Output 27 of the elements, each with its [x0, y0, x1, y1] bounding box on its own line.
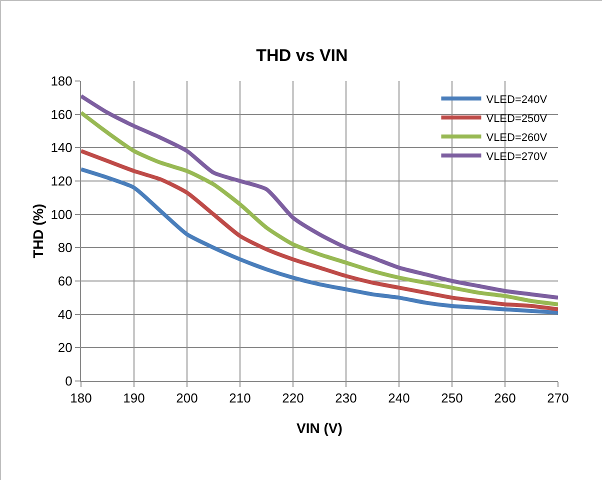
y-tick-label: 140: [50, 140, 72, 156]
legend-label: VLED=270V: [486, 150, 548, 163]
y-tick-label: 60: [58, 274, 72, 289]
x-tick-label: 210: [229, 390, 251, 406]
y-tick-label: 180: [50, 74, 72, 89]
x-tick-label: 240: [388, 390, 410, 406]
legend-label: VLED=250V: [486, 112, 548, 125]
x-tick-label: 230: [335, 390, 357, 406]
y-tick-label: 0: [65, 374, 72, 389]
y-tick-label: 80: [58, 240, 72, 256]
x-tick-label: 260: [494, 390, 516, 406]
y-axis-title: THD (%): [30, 204, 46, 258]
y-tick-label: 160: [50, 106, 72, 122]
chart-title: THD vs VIN: [256, 46, 348, 65]
x-tick-label: 220: [282, 390, 304, 406]
y-tick-label: 40: [58, 306, 72, 322]
x-tick-label: 250: [441, 390, 463, 406]
y-tick-label: 100: [50, 206, 72, 222]
y-tick-label: 20: [58, 340, 72, 356]
legend-label: VLED=240V: [486, 94, 548, 106]
x-tick-label: 200: [176, 390, 198, 406]
x-tick-label: 270: [547, 390, 569, 406]
x-axis-title: VIN (V): [296, 420, 342, 436]
y-tick-label: 120: [50, 174, 72, 189]
x-tick-label: 190: [123, 390, 145, 406]
legend-label: VLED=260V: [486, 132, 548, 144]
x-tick-label: 180: [70, 390, 92, 406]
